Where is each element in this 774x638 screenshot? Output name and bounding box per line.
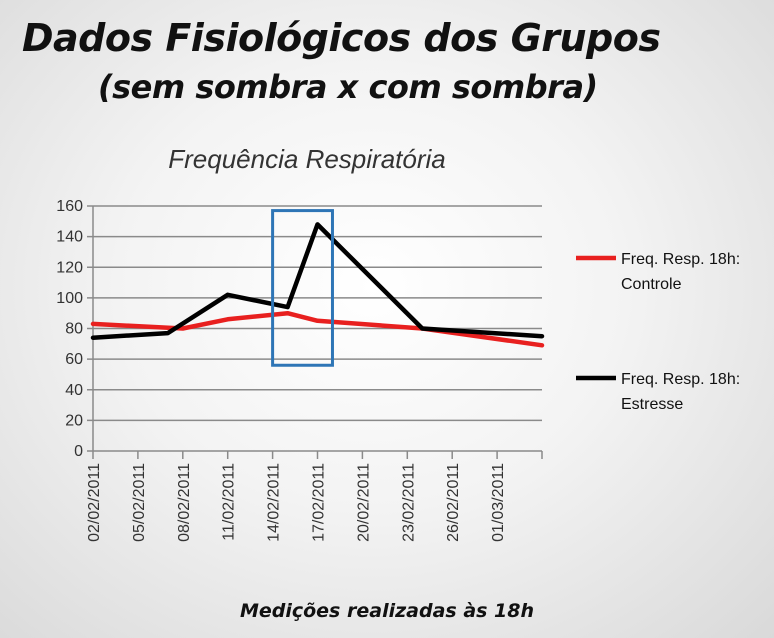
highlight-box — [271, 209, 334, 367]
y-tick-label: 20 — [65, 412, 83, 429]
x-tick-label: 11/02/2011 — [221, 463, 238, 541]
y-tick-label: 140 — [56, 229, 83, 246]
x-tick-label: 01/03/2011 — [490, 463, 507, 542]
series-lines — [90, 222, 545, 348]
legend-label: Estresse — [621, 396, 683, 413]
series-line-estresse — [90, 222, 545, 340]
x-tick-label: 14/02/2011 — [266, 463, 283, 542]
x-tick-label: 20/02/2011 — [355, 463, 372, 542]
y-tick-label: 60 — [65, 351, 83, 368]
x-tick-label: 17/02/2011 — [311, 463, 328, 542]
x-axis-label: Medições realizadas às 18h — [239, 600, 535, 622]
annotations — [271, 209, 334, 367]
axes — [87, 205, 543, 459]
grid-lines — [93, 205, 542, 422]
x-tick-label: 05/02/2011 — [131, 463, 148, 542]
x-tick-label: 23/02/2011 — [400, 463, 417, 542]
y-axis-ticks: 0 20 40 60 80 100 120 140 160 — [56, 198, 83, 460]
y-tick-label: 40 — [65, 382, 83, 399]
legend-label: Controle — [621, 276, 682, 293]
x-tick-label: 02/02/2011 — [86, 463, 103, 542]
y-tick-label: 80 — [65, 321, 83, 338]
slide-subtitle: (sem sombra x com sombra) — [98, 68, 598, 106]
legend-label: Freq. Resp. 18h: — [621, 251, 740, 268]
x-tick-label: 08/02/2011 — [176, 463, 193, 542]
legend-label: Freq. Resp. 18h: — [621, 371, 740, 388]
legend: Freq. Resp. 18h: Controle Freq. Resp. 18h:… — [576, 251, 740, 413]
x-axis-ticks: 02/02/2011 05/02/2011 08/02/2011 11/02/2011… — [86, 463, 507, 542]
chart-title: Frequência Respiratória — [168, 144, 445, 174]
y-tick-label: 120 — [56, 259, 83, 276]
x-tick-label: 26/02/2011 — [445, 463, 462, 542]
y-tick-label: 0 — [74, 443, 83, 460]
y-tick-label: 100 — [56, 290, 83, 307]
y-tick-label: 160 — [56, 198, 83, 215]
slide-title: Dados Fisiológicos dos Grupos — [22, 16, 661, 60]
